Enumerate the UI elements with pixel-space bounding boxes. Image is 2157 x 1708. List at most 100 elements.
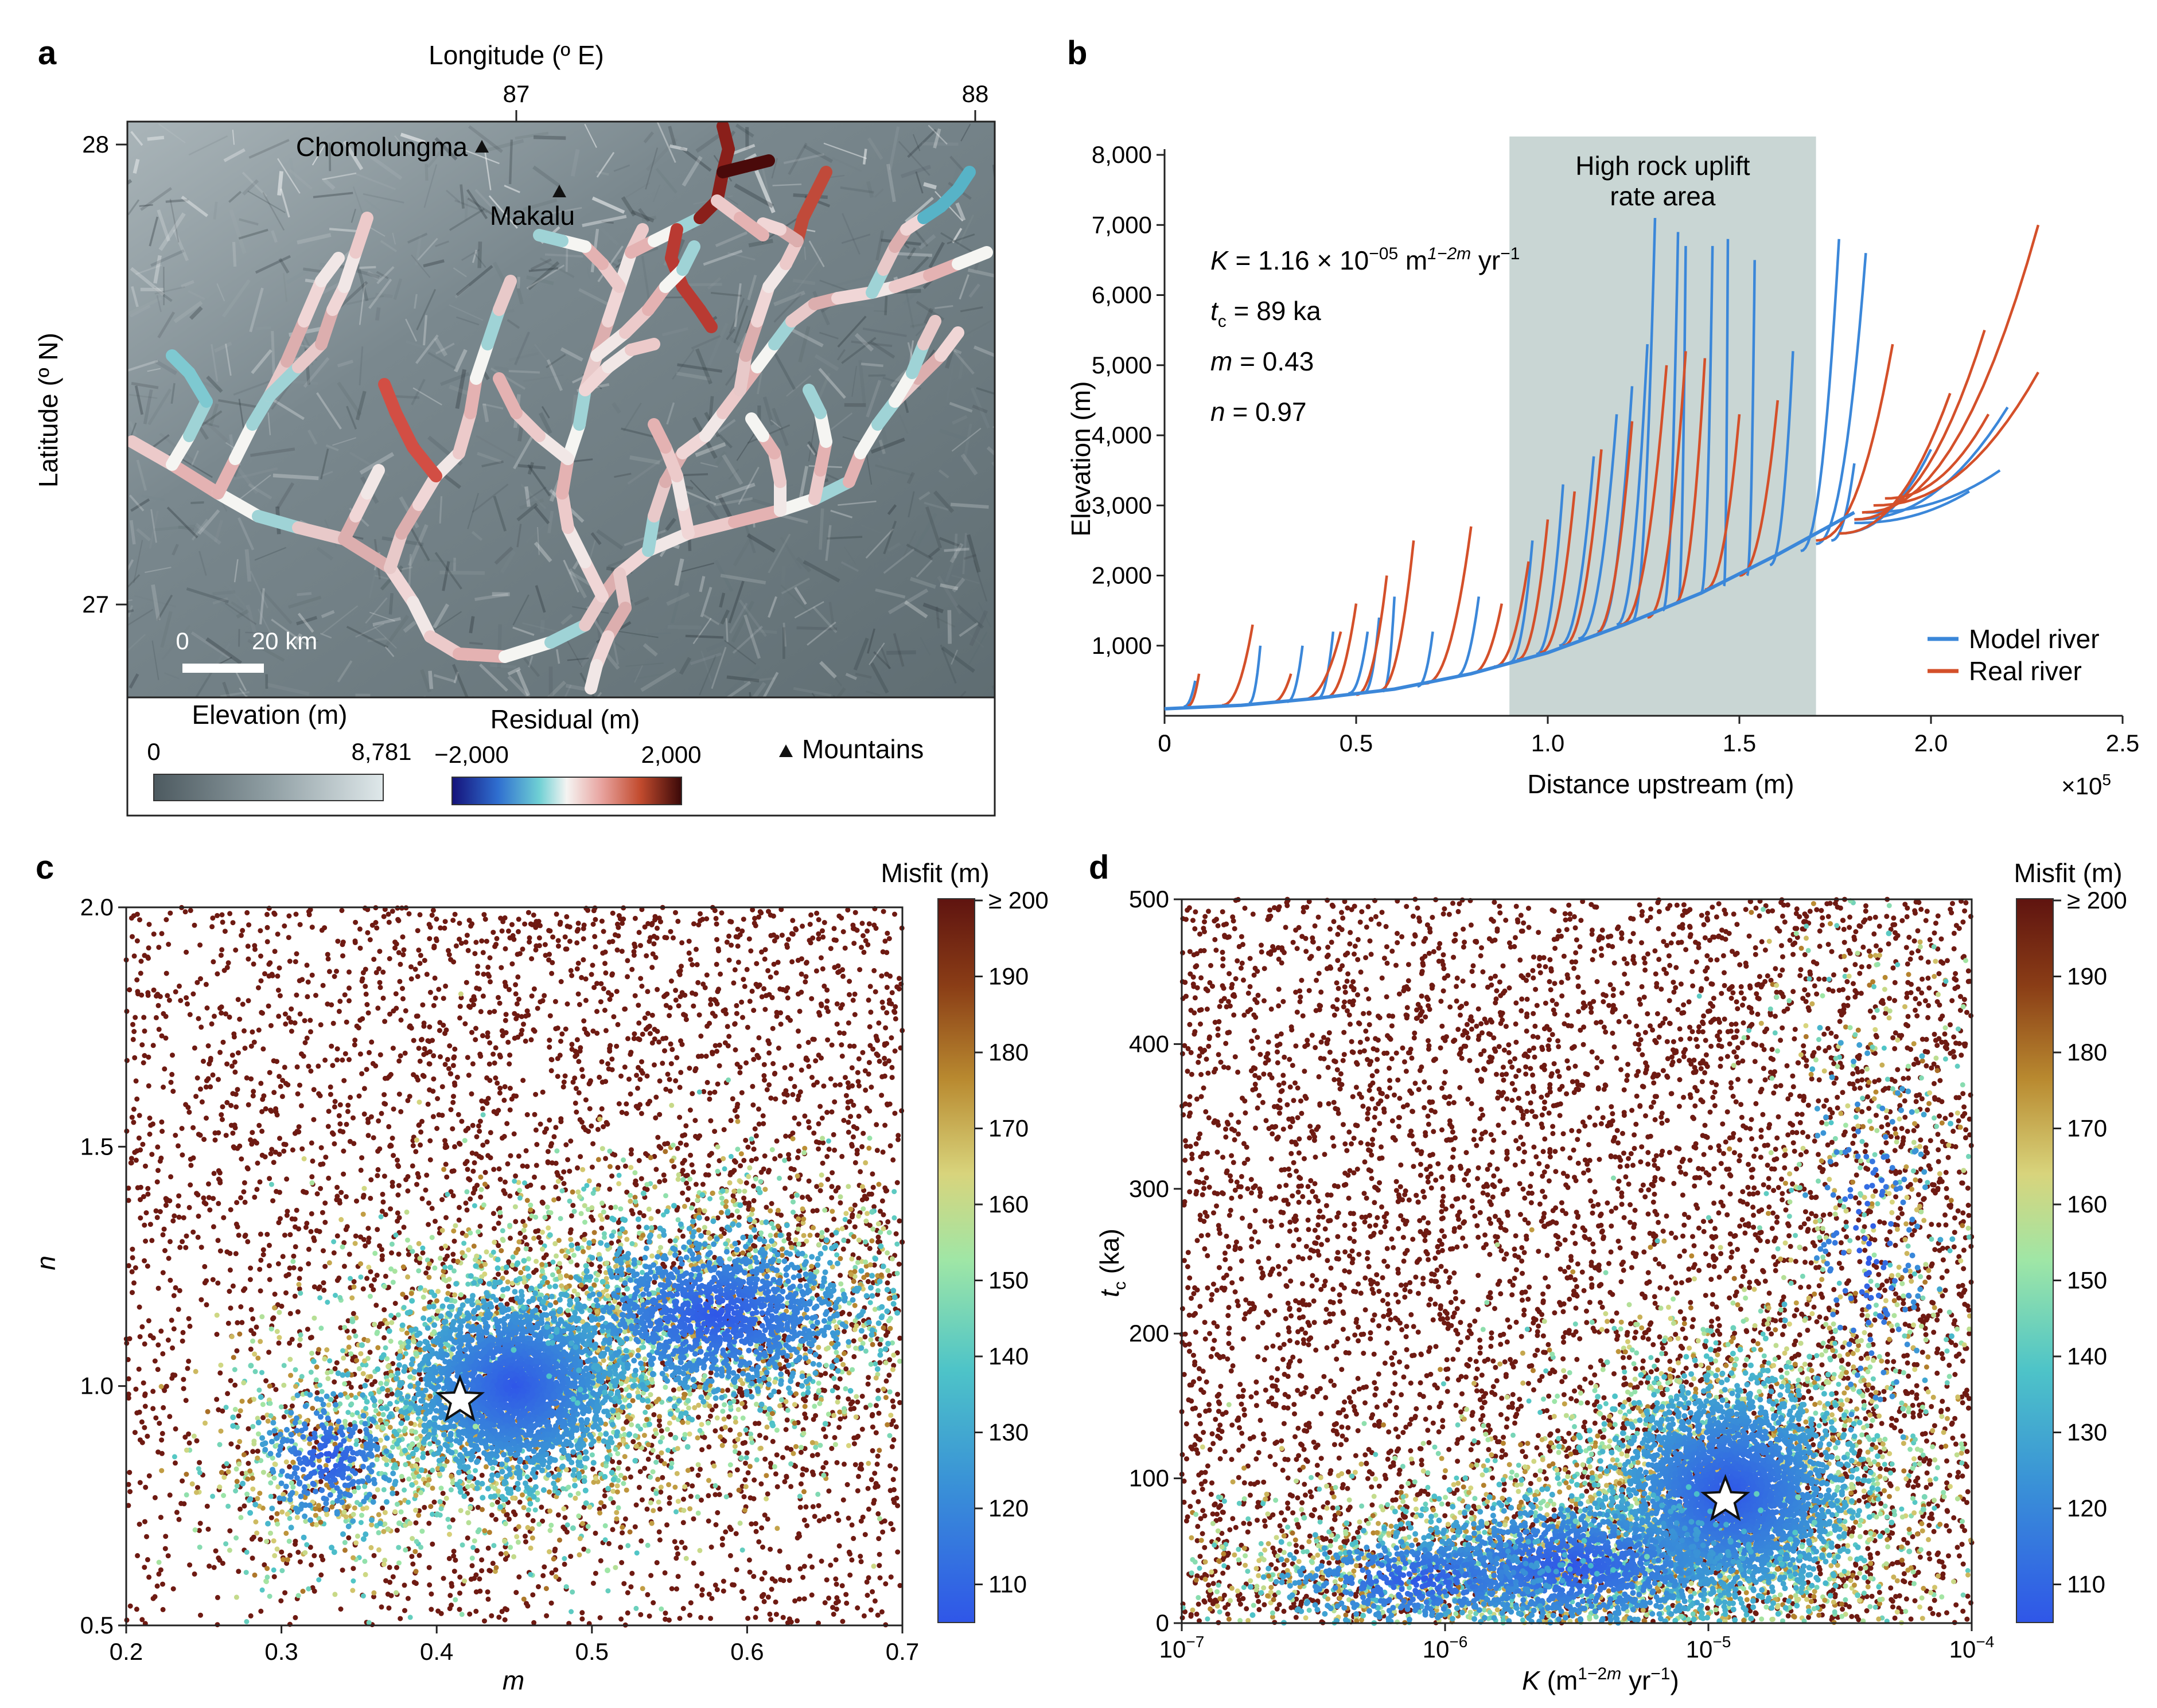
high-misfit-point	[774, 1013, 780, 1019]
high-misfit-point	[795, 1155, 800, 1160]
high-misfit-point	[356, 1093, 362, 1099]
terrain-ridge	[206, 375, 223, 393]
terrain-ridge	[460, 147, 500, 165]
high-misfit-point	[284, 1212, 290, 1218]
terrain-ridge	[216, 283, 225, 302]
high-misfit-point	[724, 939, 730, 945]
high-misfit-point	[855, 1079, 861, 1085]
high-misfit-point	[815, 1233, 820, 1238]
high-misfit-point	[507, 1516, 512, 1522]
real-river-line	[1854, 329, 1986, 521]
high-misfit-point	[751, 1056, 757, 1062]
model-river-line	[1723, 239, 1730, 587]
high-misfit-point	[140, 1141, 146, 1147]
terrain-ridge	[841, 337, 877, 364]
high-misfit-point	[439, 1113, 445, 1118]
terrain-ridge	[250, 571, 268, 609]
high-misfit-point	[270, 1198, 276, 1204]
high-misfit-point	[867, 984, 873, 989]
high-misfit-point	[531, 1620, 537, 1625]
high-misfit-point	[151, 931, 157, 937]
high-misfit-point	[651, 941, 657, 947]
high-misfit-point	[129, 1269, 135, 1274]
high-misfit-point	[343, 1227, 349, 1233]
high-misfit-point	[429, 1206, 435, 1211]
high-misfit-point	[814, 1079, 820, 1085]
terrain-ridge	[924, 501, 949, 511]
high-misfit-point	[520, 946, 525, 952]
terrain-ridge	[853, 637, 869, 671]
high-misfit-point	[482, 1169, 488, 1175]
high-misfit-point	[816, 1503, 821, 1508]
river-segment	[935, 326, 964, 362]
terrain-ridge	[467, 197, 497, 218]
high-misfit-point	[650, 951, 656, 957]
river-segment	[252, 510, 305, 534]
high-misfit-point	[678, 994, 683, 1000]
high-misfit-point	[664, 1522, 669, 1528]
high-misfit-point	[734, 1011, 739, 1016]
high-misfit-point	[858, 1518, 864, 1524]
terrain-ridge	[783, 153, 825, 165]
high-misfit-point	[520, 1163, 525, 1169]
param-K: K = 1.16 × 10−05 m1−2m yr−1	[1210, 244, 1520, 275]
high-misfit-point	[217, 1050, 223, 1055]
high-misfit-point	[832, 1147, 838, 1153]
high-misfit-point	[831, 1612, 836, 1617]
high-misfit-point	[294, 1207, 299, 1213]
high-misfit-point	[809, 1564, 815, 1570]
high-misfit-point	[282, 1404, 288, 1409]
high-misfit-point	[443, 983, 449, 989]
high-misfit-point	[151, 987, 157, 993]
high-misfit-point	[713, 1403, 719, 1409]
high-misfit-point	[212, 1137, 218, 1143]
high-misfit-point	[227, 1014, 232, 1020]
high-misfit-point	[365, 1133, 371, 1138]
high-misfit-point	[731, 1168, 737, 1173]
terrain-ridge	[773, 293, 802, 323]
terrain-ridge	[799, 466, 809, 499]
high-misfit-point	[150, 1389, 156, 1394]
terrain-ridge	[570, 149, 580, 177]
terrain-ridge	[542, 620, 543, 633]
high-misfit-point	[851, 1124, 856, 1129]
terrain-ridge	[935, 606, 940, 629]
high-misfit-point	[673, 1078, 679, 1083]
high-misfit-point	[452, 1046, 458, 1052]
terrain-ridge	[729, 602, 748, 634]
high-misfit-point	[503, 946, 508, 952]
terrain-ridge	[879, 646, 891, 669]
high-misfit-point	[158, 1328, 164, 1334]
high-misfit-point	[616, 925, 621, 930]
high-misfit-point	[860, 1050, 866, 1055]
terrain-ridge	[440, 372, 470, 386]
terrain-ridge	[140, 187, 172, 211]
high-misfit-point	[668, 929, 673, 934]
high-misfit-point	[504, 1512, 510, 1518]
terrain-ridge	[933, 128, 941, 149]
high-misfit-point	[564, 923, 570, 929]
high-misfit-point	[142, 1341, 147, 1347]
high-misfit-point	[160, 1270, 166, 1276]
high-misfit-point	[683, 1142, 689, 1148]
high-misfit-point	[865, 928, 870, 934]
high-misfit-point	[671, 1164, 677, 1169]
high-misfit-point	[850, 1252, 856, 1258]
high-misfit-point	[387, 1580, 393, 1585]
terrain-ridge	[490, 664, 517, 669]
high-misfit-point	[533, 947, 539, 953]
high-misfit-point	[681, 1496, 686, 1502]
high-misfit-point	[382, 1019, 388, 1024]
high-misfit-point	[813, 1413, 819, 1418]
high-misfit-point	[865, 1381, 871, 1387]
high-misfit-point	[817, 1188, 823, 1194]
high-misfit-point	[609, 992, 614, 998]
high-misfit-point	[615, 1021, 621, 1027]
terrain-ridge	[645, 147, 659, 190]
high-misfit-point	[567, 1168, 573, 1174]
terrain-ridge	[472, 483, 509, 513]
high-misfit-point	[555, 1056, 560, 1062]
high-misfit-point	[684, 1172, 690, 1178]
terrain-ridge	[453, 267, 467, 278]
terrain-ridge	[768, 533, 791, 574]
